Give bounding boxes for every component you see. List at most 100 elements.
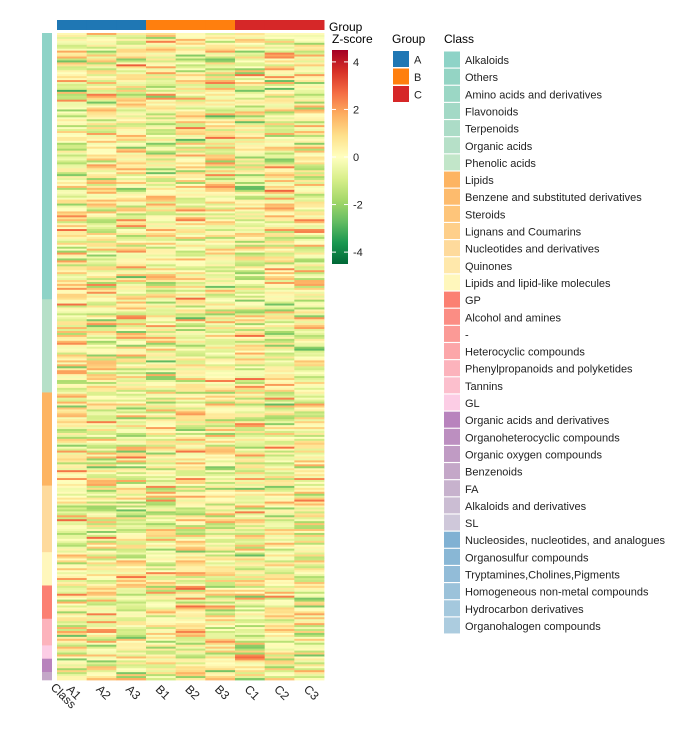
zscore-tick-label: 2 [353,104,359,116]
class-legend-swatch [444,154,460,171]
class-legend-swatch [444,223,460,239]
class-band-segment [42,392,52,486]
group-annotation-bar [57,20,325,30]
group-legend-swatch [393,86,409,102]
class-legend-label: Steroids [465,209,506,221]
class-legend-swatch [444,497,460,514]
zscore-legend-title: Z-score [332,32,373,46]
group-bar-cell [205,20,236,30]
class-legend-swatch [444,343,460,360]
class-band-segment [42,618,52,646]
class-legend-label: SL [465,518,478,530]
column-labels: A1 A2 A3 B1 B2 B3 C1 C2 C3 [64,682,322,703]
class-legend-label: Alkaloids [465,55,510,67]
class-band-segment [42,299,52,393]
column-label: C2 [271,682,292,703]
class-legend-label: Lipids [465,175,494,187]
class-legend-label: Lipids and lipid-like molecules [465,278,611,290]
column-label: A3 [123,682,144,703]
column-label: A2 [93,682,114,703]
class-legend-label: Nucleotides and derivatives [465,244,600,256]
class-legend-label: Phenolic acids [465,158,536,170]
class-legend-label: Quinones [465,261,513,273]
class-band-segment [42,585,52,620]
class-legend-swatch [444,566,460,582]
class-legend-swatch [444,51,460,68]
column-label: C3 [301,682,322,703]
class-legend-swatch [444,291,460,308]
class-legend: Alkaloids Others Amino acids and derivativ… [444,51,665,634]
class-legend-label: Organic acids and derivatives [465,415,610,427]
class-legend-swatch [444,531,460,548]
class-legend-label: Homogeneous non-metal compounds [465,587,649,599]
class-legend-swatch [444,325,460,342]
class-legend-swatch [444,583,460,600]
class-legend-label: GP [465,295,481,307]
class-legend-label: Hydrocarbon derivatives [465,604,584,616]
class-band-segment [42,33,52,300]
class-legend-swatch [444,514,460,531]
group-bar-cell [86,20,117,30]
class-legend-label: Tannins [465,381,503,393]
zscore-tick-label: -2 [353,200,363,212]
class-legend-label: Flavonoids [465,106,519,118]
zscore-tick-label: 0 [353,152,359,164]
group-bar-cell [175,20,206,30]
class-legend-label: Heterocyclic compounds [465,347,585,359]
class-legend-label: Others [465,72,499,84]
class-legend-label: Alkaloids and derivatives [465,501,587,513]
group-legend-swatch [393,51,409,67]
class-legend-swatch [444,120,460,137]
class-legend-label: Nucleosides, nucleotides, and analogues [465,535,665,547]
group-bar-cell [57,20,88,30]
class-legend-swatch [444,377,460,394]
class-legend-label: Organic oxygen compounds [465,449,602,461]
class-legend-label: Organohalogen compounds [465,621,601,633]
class-legend-label: Benzenoids [465,467,523,479]
group-legend-label: C [414,90,422,102]
class-legend-swatch [444,257,460,274]
group-legend-label: B [414,72,421,84]
class-legend-swatch [444,360,460,377]
class-legend-swatch [444,188,460,205]
column-label: B2 [182,682,203,703]
class-legend-swatch [444,463,460,480]
class-legend-label: FA [465,484,479,496]
group-bar-cell [264,20,295,30]
class-legend-swatch [444,445,460,462]
class-legend-swatch [444,205,460,222]
column-label: B1 [153,682,174,703]
group-bar-cell [235,20,266,30]
class-legend-swatch [444,171,460,188]
class-legend-swatch [444,308,460,325]
class-legend-label: Alcohol and amines [465,312,562,324]
class-band-segment [42,485,52,553]
zscore-tick-label: 4 [353,57,359,69]
group-legend-label: A [414,55,422,67]
class-legend-label: Organic acids [465,141,533,153]
class-band-segment [42,672,52,681]
class-legend-label: Terpenoids [465,124,519,136]
class-legend-swatch [444,600,460,617]
class-legend-title: Class [444,32,474,46]
class-legend-swatch [444,617,460,634]
class-band-segment [42,658,52,673]
class-legend-swatch [444,240,460,257]
class-legend-swatch [444,428,460,445]
class-legend-swatch [444,411,460,428]
zscore-tick-label: -4 [353,247,363,259]
class-legend-label: Organoheterocyclic compounds [465,432,620,444]
column-label: B3 [212,682,233,703]
group-bar-cell [116,20,147,30]
class-legend-label: Phenylpropanoids and polyketides [465,364,633,376]
class-legend-label: Organosulfur compounds [465,552,589,564]
class-legend-swatch [444,274,460,291]
heatmap-body [57,33,325,681]
class-legend-swatch [444,137,460,154]
group-bar-cell [294,20,325,30]
group-bar-label: Group [329,20,363,34]
group-legend: ABC [393,51,422,102]
class-legend-label: Lignans and Coumarins [465,227,582,239]
column-label: C1 [242,682,263,703]
class-legend-label: Benzene and substituted derivatives [465,192,642,204]
